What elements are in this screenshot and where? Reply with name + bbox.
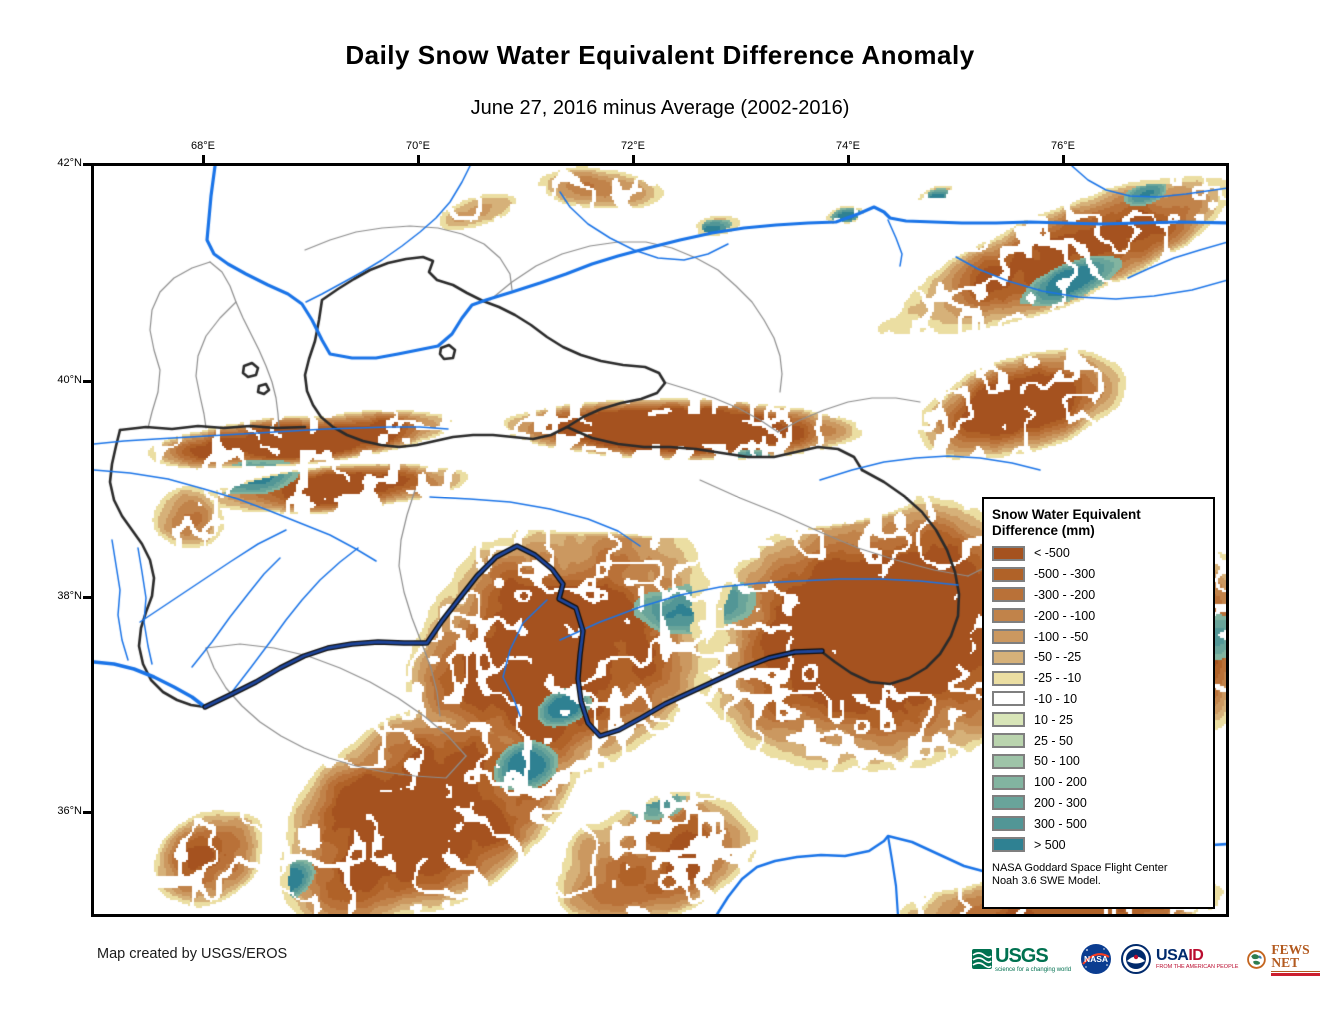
legend-row: -100 - -50 <box>992 626 1213 647</box>
usaid-wordmark-id: ID <box>1188 946 1204 964</box>
lat-tick <box>83 811 91 814</box>
legend-swatch <box>992 733 1025 749</box>
legend-attribution-line1: NASA Goddard Space Flight Center <box>992 861 1168 874</box>
legend-row: -50 - -25 <box>992 647 1213 668</box>
page-title: Daily Snow Water Equivalent Difference A… <box>345 40 975 70</box>
legend-row: 100 - 200 <box>992 772 1213 793</box>
lon-tick-label: 70°E <box>406 140 430 152</box>
legend-row: 50 - 100 <box>992 751 1213 772</box>
legend-swatch <box>992 691 1025 707</box>
lat-tick-label: 42°N <box>57 157 82 169</box>
legend-label: > 500 <box>1034 837 1066 852</box>
legend-swatch <box>992 712 1025 728</box>
legend-row: -25 - -10 <box>992 668 1213 689</box>
legend-label: -500 - -300 <box>1034 567 1096 582</box>
legend-attribution-line2: Noah 3.6 SWE Model. <box>992 875 1101 888</box>
legend-row: 300 - 500 <box>992 813 1213 834</box>
legend-swatch <box>992 629 1025 645</box>
legend-swatch <box>992 753 1025 769</box>
legend-title-line1: Snow Water Equivalent <box>992 507 1141 522</box>
legend-swatch <box>992 587 1025 603</box>
legend-row: 10 - 25 <box>992 709 1213 730</box>
legend-row: -200 - -100 <box>992 605 1213 626</box>
lat-tick <box>83 163 91 166</box>
legend-swatch <box>992 608 1025 624</box>
legend-row: 25 - 50 <box>992 730 1213 751</box>
usgs-wordmark: USGS <box>995 944 1049 967</box>
lat-tick <box>83 596 91 599</box>
legend-rows: < -500 -500 - -300 -300 - -200 -200 - -100 -… <box>992 543 1213 855</box>
page-subtitle: June 27, 2016 minus Average (2002-2016) <box>470 97 850 119</box>
lon-tick <box>632 155 635 163</box>
legend-label: 100 - 200 <box>1034 775 1087 790</box>
nasa-icon: NASA <box>1081 944 1112 974</box>
legend-swatch <box>992 670 1025 686</box>
logo-strip: USGS science for a changing world NASA U… <box>972 940 1320 978</box>
legend-swatch <box>992 837 1025 853</box>
legend-swatch <box>992 649 1025 665</box>
legend-label: -300 - -200 <box>1034 587 1096 602</box>
legend-swatch <box>992 816 1025 832</box>
legend-swatch <box>992 545 1025 561</box>
legend-row: 200 - 300 <box>992 793 1213 814</box>
usaid-tagline: FROM THE AMERICAN PEOPLE <box>1156 963 1239 970</box>
legend-label: < -500 <box>1034 546 1070 561</box>
lon-tick <box>202 155 205 163</box>
usaid-wordmark-usa: USA <box>1156 946 1189 964</box>
legend-label: 50 - 100 <box>1034 754 1080 769</box>
lat-tick-label: 38°N <box>57 590 82 602</box>
lon-tick-label: 76°E <box>1051 140 1075 152</box>
legend-label: -25 - -10 <box>1034 671 1082 686</box>
legend-label: -10 - 10 <box>1034 691 1078 706</box>
legend-box: Snow Water Equivalent Difference (mm) < … <box>982 497 1215 909</box>
legend-row: -500 - -300 <box>992 564 1213 585</box>
usgs-logo: USGS science for a changing world <box>972 946 1071 973</box>
usaid-logo: USAID FROM THE AMERICAN PEOPLE <box>1121 944 1238 974</box>
usaid-wordmark: USAID <box>1156 946 1238 964</box>
usaid-seal-icon <box>1121 944 1152 974</box>
lat-tick <box>83 380 91 383</box>
legend-title-line2: Difference (mm) <box>992 523 1095 538</box>
nasa-logo: NASA <box>1080 943 1112 975</box>
legend-label: -50 - -25 <box>1034 650 1082 665</box>
legend-attribution: NASA Goddard Space Flight Center Noah 3.… <box>992 862 1213 889</box>
lon-tick <box>417 155 420 163</box>
legend-label: -200 - -100 <box>1034 608 1096 623</box>
legend-label: 300 - 500 <box>1034 816 1087 831</box>
legend-label: -100 - -50 <box>1034 629 1089 644</box>
lat-tick-label: 40°N <box>57 374 82 386</box>
legend-row: > 500 <box>992 834 1213 855</box>
map-credit: Map created by USGS/EROS <box>97 946 288 962</box>
legend-label: 10 - 25 <box>1034 712 1073 727</box>
usgs-icon <box>972 949 992 969</box>
fewsnet-wordmark: FEWS NET <box>1271 942 1320 972</box>
lon-tick-label: 68°E <box>191 140 215 152</box>
nasa-wordmark: NASA <box>1084 954 1108 964</box>
fewsnet-logo: FEWS NET <box>1247 942 1320 976</box>
legend-row: -300 - -200 <box>992 585 1213 606</box>
legend-row: -10 - 10 <box>992 689 1213 710</box>
lon-tick <box>847 155 850 163</box>
legend-label: 25 - 50 <box>1034 733 1073 748</box>
fewsnet-globe-icon <box>1247 949 1267 969</box>
legend-row: < -500 <box>992 543 1213 564</box>
legend-swatch <box>992 795 1025 811</box>
lon-tick-label: 74°E <box>836 140 860 152</box>
fewsnet-tagline-bar <box>1271 972 1320 976</box>
usgs-tagline: science for a changing world <box>995 966 1072 973</box>
lon-tick-label: 72°E <box>621 140 645 152</box>
lon-tick <box>1062 155 1065 163</box>
legend-label: 200 - 300 <box>1034 795 1087 810</box>
lat-tick-label: 36°N <box>57 805 82 817</box>
legend-swatch <box>992 566 1025 582</box>
legend-swatch <box>992 774 1025 790</box>
